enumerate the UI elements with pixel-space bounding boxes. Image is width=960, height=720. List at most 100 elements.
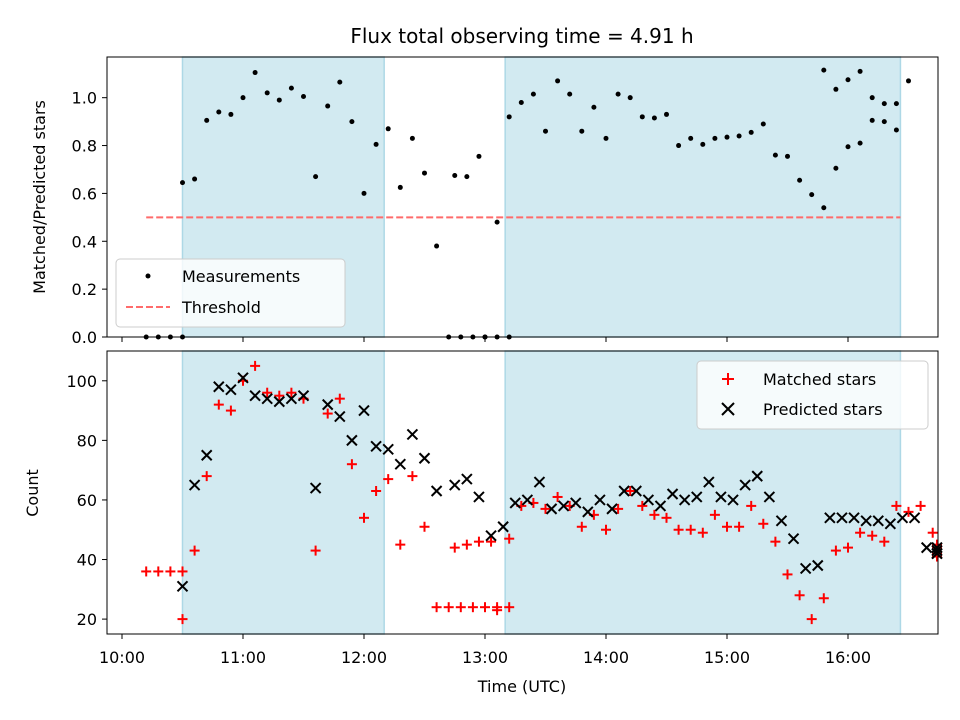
predicted-point	[225, 384, 237, 396]
matched-point	[201, 471, 212, 482]
predicted-point	[321, 398, 334, 411]
measurement-point	[409, 135, 415, 141]
top-shaded-bands	[181, 56, 902, 338]
measurement-point	[869, 95, 875, 101]
measurement-point	[772, 152, 778, 158]
predicted-point	[775, 515, 788, 527]
matched-point	[213, 399, 224, 410]
y-tick-label: 0.8	[72, 137, 97, 156]
measurement-point	[821, 205, 827, 211]
measurement-point	[664, 111, 669, 117]
matched-point	[867, 530, 878, 541]
matched-point	[486, 536, 497, 547]
measurement-point	[845, 144, 851, 150]
measurement-point	[748, 129, 754, 135]
matched-point	[473, 536, 484, 547]
predicted-point	[370, 440, 382, 453]
predicted-point	[872, 515, 884, 527]
measurement-point	[785, 153, 790, 159]
top-y-axis-label: Matched/Predicted stars	[30, 100, 49, 294]
top-y-ticks: 0.0 0.2 0.4 0.6 0.8 1.0	[72, 89, 107, 347]
predicted-point	[358, 404, 370, 417]
top-axes-frame	[106, 56, 939, 338]
x-tick-label: 15:00	[704, 648, 750, 667]
matched-point	[177, 566, 188, 577]
matched-point	[782, 569, 793, 580]
measurement-point	[724, 134, 730, 140]
matched-point	[734, 521, 745, 532]
matched-point	[383, 474, 394, 485]
predicted-point	[297, 389, 310, 402]
matched-point	[637, 500, 648, 511]
bottom-y-ticks: 20 40 60 80 100	[66, 372, 107, 629]
legend-matched-label: Matched stars	[763, 370, 876, 389]
measurement-point	[736, 133, 742, 139]
matched-point	[492, 605, 503, 616]
bottom-panel: 20 40 60 80 100 10:00 11:00 12:00 13:00 14:00 15:…	[23, 350, 943, 696]
predicted-point	[406, 428, 419, 441]
legend-predicted-marker	[721, 402, 735, 416]
predicted-point	[618, 485, 630, 497]
x-tick-label: 14:00	[583, 648, 629, 667]
matched-point	[286, 387, 297, 398]
predicted-point	[249, 389, 261, 402]
bottom-legend: Matched stars Predicted stars	[696, 360, 929, 430]
matched-point	[601, 524, 611, 535]
shaded-band	[504, 56, 902, 338]
measurement-point	[385, 126, 391, 132]
bottom-plot-area	[141, 360, 943, 625]
measurement-point	[373, 141, 379, 147]
predicted-point	[751, 470, 763, 482]
matched-point	[697, 527, 708, 538]
measurement-point	[337, 79, 343, 85]
matched-point	[443, 602, 454, 613]
measurement-point	[180, 180, 185, 186]
measurement-point	[833, 86, 839, 92]
measurement-point	[555, 78, 561, 84]
predicted-point	[473, 491, 485, 503]
predicted-point	[739, 479, 751, 491]
predicted-point	[273, 395, 286, 408]
predicted-point	[860, 515, 872, 527]
x-tick-label: 13:00	[462, 648, 508, 667]
matched-point	[903, 506, 914, 517]
measurement-point	[821, 67, 827, 73]
matched-point	[449, 542, 460, 553]
matched-point	[310, 545, 321, 556]
predicted-point	[200, 449, 213, 461]
y-tick-label: 40	[77, 551, 97, 570]
matched-point	[843, 542, 853, 553]
matched-point	[359, 512, 369, 523]
predicted-point	[309, 482, 322, 494]
measurement-point	[434, 243, 440, 249]
predicted-point	[931, 547, 943, 560]
shaded-band	[181, 350, 385, 635]
measurement-point	[301, 93, 306, 99]
predicted-point	[666, 488, 679, 500]
matched-point	[818, 593, 829, 604]
predicted-point	[176, 580, 189, 593]
predicted-point	[908, 512, 921, 524]
predicted-point	[920, 541, 933, 554]
measurement-point	[264, 90, 270, 96]
measurement-point	[518, 99, 524, 105]
y-tick-label: 1.0	[72, 89, 97, 108]
measurement-point	[651, 115, 657, 121]
measurement-point	[639, 114, 645, 120]
legend-matched-marker	[722, 373, 734, 385]
predicted-point	[285, 392, 298, 405]
y-tick-label: 100	[66, 372, 97, 391]
matched-point	[141, 566, 152, 577]
matched-point	[552, 491, 563, 502]
matched-point	[177, 614, 188, 625]
measurement-point	[240, 95, 246, 101]
legend-predicted-label: Predicted stars	[763, 400, 883, 419]
matched-point	[250, 360, 261, 371]
measurement-point	[452, 172, 458, 178]
predicted-point	[461, 473, 473, 485]
x-tick-label: 11:00	[220, 648, 266, 667]
x-axis-label: Time (UTC)	[477, 677, 566, 696]
matched-point	[153, 566, 164, 577]
measurement-point	[506, 114, 512, 120]
x-tick-label: 16:00	[825, 648, 871, 667]
